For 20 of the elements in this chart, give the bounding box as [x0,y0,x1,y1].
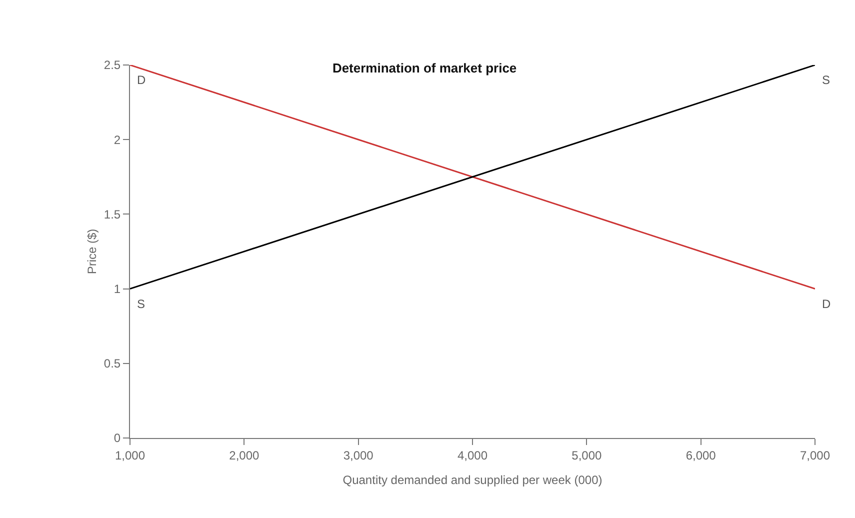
text: D [822,297,831,311]
y-tick-label: 1 [114,282,121,296]
x-tick-label: 6,000 [686,448,716,462]
y-axis-title: Price ($) [85,228,99,274]
series-label: S [137,297,146,311]
y-tick-label: 0.5 [104,356,121,371]
x-axis-title: Quantity demanded and supplied per week (000) [342,473,602,487]
series-label: D [137,73,146,87]
y-tick-label: 1.5 [104,207,121,222]
x-tick-label: 3,000 [343,448,374,462]
x-tick-label: 5,000 [572,448,602,462]
y-tick-label: 0 [114,431,121,446]
x-tick-label: 4,000 [457,448,488,462]
x-tick-label: 1,000 [114,448,146,462]
text: S [822,73,830,87]
x-tick-label: 2,000 [229,448,260,462]
y-tick-label: 2 [114,132,121,147]
chart-title: Determination of market price [332,60,517,76]
y-tick-label: 2.5 [104,58,121,72]
x-tick-label: 7,000 [800,448,830,462]
